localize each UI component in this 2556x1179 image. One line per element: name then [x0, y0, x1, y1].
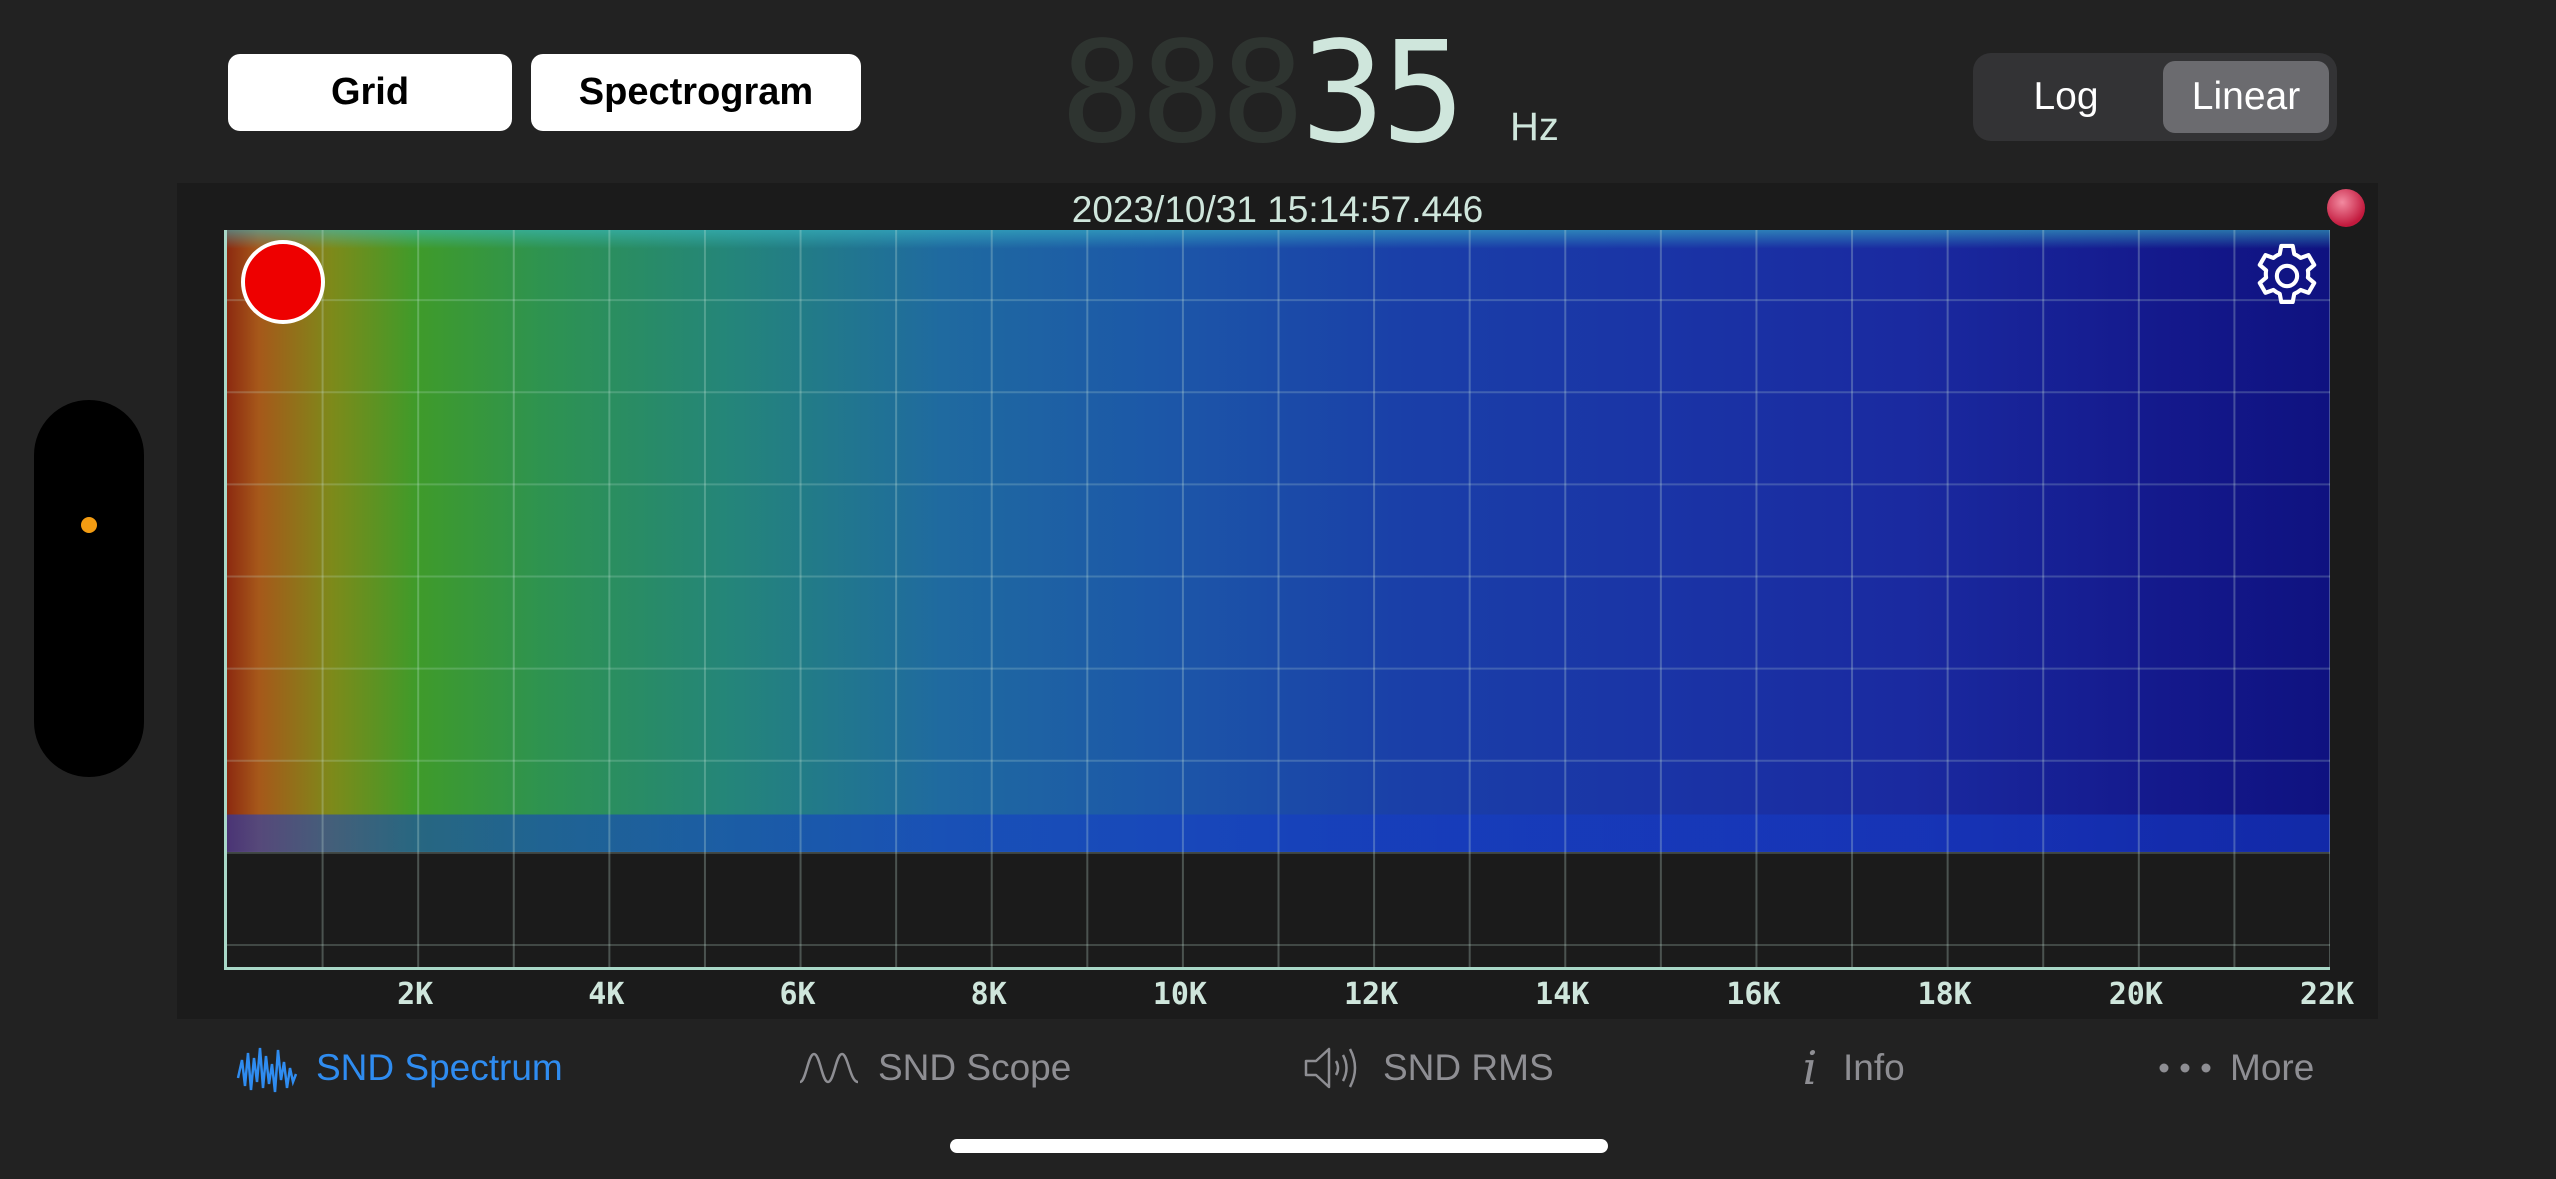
x-tick-label: 14K: [1535, 977, 1590, 1012]
x-tick-label: 4K: [588, 977, 625, 1012]
grid-lines: [227, 230, 2330, 967]
indicator-dot: [81, 517, 97, 533]
scope-wave-icon: [799, 1052, 859, 1084]
record-button[interactable]: [241, 240, 325, 324]
timestamp: 2023/10/31 15:14:57.446: [1071, 189, 1484, 230]
x-tick-label: 18K: [1917, 977, 1972, 1012]
frequency-value: 35: [1300, 12, 1466, 175]
tab-label: SND RMS: [1383, 1047, 1554, 1088]
spectrogram-image: [227, 230, 2330, 852]
x-tick-label: 2K: [397, 977, 434, 1012]
gear-icon[interactable]: [2249, 238, 2325, 314]
spectrum-icon: [236, 1047, 298, 1093]
tab-label: Info: [1843, 1047, 1905, 1088]
tab-snd-scope[interactable]: SND Scope: [798, 1038, 1071, 1098]
x-tick-label: 8K: [970, 977, 1007, 1012]
tab-label: More: [2230, 1047, 2315, 1088]
more-dots-icon: [2159, 1063, 2211, 1073]
x-tick-label: 6K: [779, 977, 816, 1012]
frequency-ghost-digits: 888: [1060, 12, 1305, 175]
x-tick-label: 22K: [2299, 977, 2355, 1012]
spectrogram-panel: 2023/10/31 15:14:57.446 2K 4K 6K 8K 10K 12K 14…: [177, 183, 2378, 1019]
speaker-icon: [1304, 1047, 1357, 1089]
frequency-readout: 88835: [1060, 24, 1465, 164]
info-icon: i: [1802, 1041, 1818, 1095]
x-tick-label: 10K: [1152, 977, 1207, 1012]
status-indicator: [2327, 189, 2365, 227]
tab-info[interactable]: i Info: [1795, 1038, 1905, 1098]
tab-label: SND Spectrum: [316, 1047, 563, 1088]
x-tick-label: 16K: [1726, 977, 1781, 1012]
x-tick-label: 20K: [2108, 977, 2163, 1012]
scale-linear-button[interactable]: Linear: [2163, 61, 2329, 133]
tab-label: SND Scope: [878, 1047, 1072, 1088]
spectrogram-button[interactable]: Spectrogram: [531, 54, 861, 131]
scale-log-button[interactable]: Log: [2033, 75, 2099, 118]
spectrogram-plot[interactable]: [224, 230, 2330, 970]
x-tick-label: 12K: [1343, 977, 1399, 1012]
tab-snd-spectrum[interactable]: SND Spectrum: [236, 1038, 563, 1098]
scale-toggle: Log Linear: [1973, 53, 2337, 141]
device-notch: [34, 400, 144, 777]
tab-snd-rms[interactable]: SND RMS: [1303, 1038, 1554, 1098]
frequency-unit: Hz: [1510, 105, 1559, 149]
tab-more[interactable]: More: [2158, 1038, 2314, 1098]
home-indicator[interactable]: [950, 1139, 1608, 1153]
grid-button[interactable]: Grid: [228, 54, 512, 131]
